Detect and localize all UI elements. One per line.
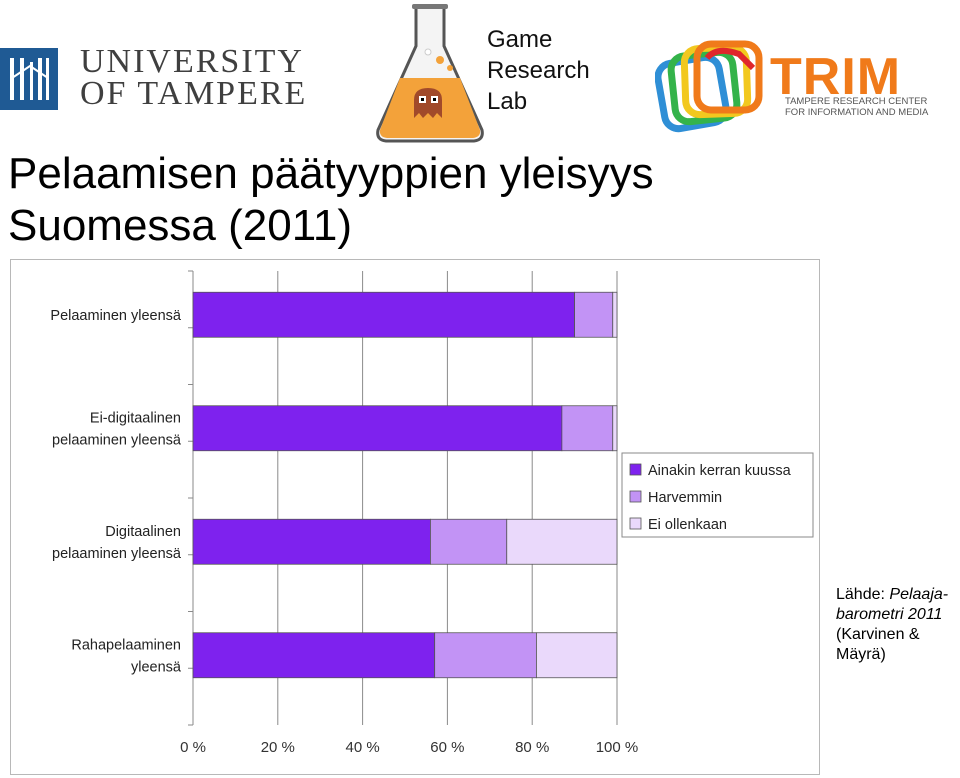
bar-segment (612, 405, 618, 452)
bar-segment (536, 632, 618, 679)
page-title-line: Suomessa (2011) (8, 201, 353, 250)
x-tick-label: 100 % (596, 739, 639, 756)
x-tick-label: 20 % (261, 739, 295, 756)
university-logo-line: OF TAMPERE (80, 75, 308, 112)
x-tick-label: 40 % (345, 739, 379, 756)
bar-segment (192, 632, 436, 679)
category-label: yleensä (131, 659, 182, 675)
x-tick-label: 80 % (515, 739, 549, 756)
source-authors: Mäyrä) (836, 646, 886, 663)
trim-logo-icon (654, 38, 770, 138)
legend-box (621, 452, 814, 538)
category-label: Digitaalinen (105, 524, 181, 540)
source-note: Lähde: Pelaaja- barometri 2011 (Karvinen… (836, 585, 948, 665)
legend-swatch (629, 517, 642, 530)
university-logo-text: UNIVERSITY OF TAMPERE (80, 43, 308, 112)
page-title: Pelaamisen päätyyppien yleisyys Suomessa… (8, 148, 654, 252)
lab-name: Game Research Lab (487, 24, 590, 117)
lab-name-line: Game (487, 26, 553, 53)
trim-logo-word: TRIM (770, 48, 902, 106)
trim-logo-subtitle: TAMPERE RESEARCH CENTER FOR INFORMATION … (785, 96, 928, 118)
bar-segment (192, 405, 563, 452)
legend-swatch (629, 463, 642, 476)
university-emblem-icon (0, 48, 58, 110)
bar-segment (574, 291, 614, 338)
chart-frame (10, 259, 820, 775)
bar-segment (506, 518, 618, 565)
x-tick-label: 0 % (180, 739, 206, 756)
lab-name-line: Lab (487, 88, 528, 115)
source-title: barometri 2011 (836, 606, 943, 623)
bar-segment (192, 291, 576, 338)
category-label: Rahapelaaminen (71, 637, 181, 653)
legend-swatch (629, 490, 642, 503)
category-label: pelaaminen yleensä (52, 546, 182, 562)
source-prefix: Lähde: (836, 586, 890, 603)
legend-label: Harvemmin (648, 490, 722, 506)
category-label: Pelaaminen yleensä (50, 308, 182, 324)
bar-segment (434, 632, 537, 679)
trim-subtitle-line: FOR INFORMATION AND MEDIA (785, 107, 929, 118)
category-label: pelaaminen yleensä (52, 432, 182, 448)
source-authors: (Karvinen & (836, 626, 920, 643)
lab-name-line: Research (487, 57, 590, 84)
bar-segment (430, 518, 508, 565)
stacked-bar-chart: 0 % 20 % 40 % 60 % 80 % 100 % Pelaaminen yleen… (50, 270, 814, 756)
university-logo-line: UNIVERSITY (80, 43, 304, 80)
flask-logo-icon (370, 0, 490, 145)
bar-segment (612, 291, 618, 338)
legend-label: Ei ollenkaan (648, 517, 727, 533)
source-title: Pelaaja- (889, 586, 949, 603)
page-title-line: Pelaamisen päätyyppien yleisyys (8, 149, 654, 198)
category-label: Ei-digitaalinen (90, 410, 181, 426)
x-tick-label: 60 % (430, 739, 464, 756)
bar-segment (561, 405, 614, 452)
trim-subtitle-line: TAMPERE RESEARCH CENTER (785, 96, 928, 107)
bar-segment (192, 518, 431, 565)
legend-label: Ainakin kerran kuussa (648, 463, 792, 479)
